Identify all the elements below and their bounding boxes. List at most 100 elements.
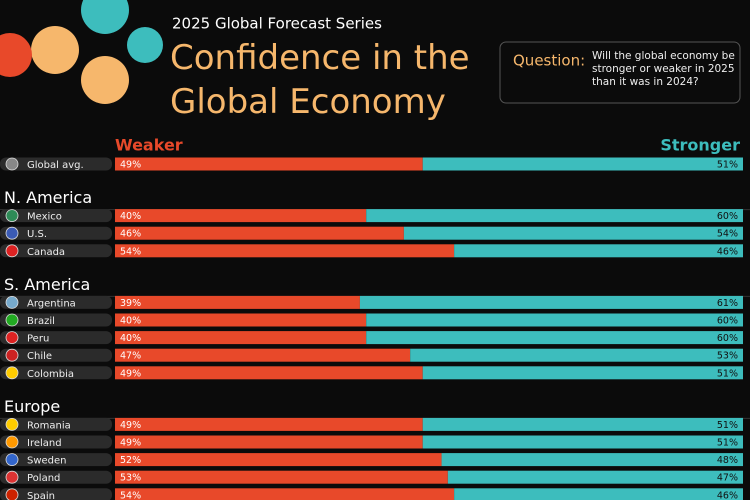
row-label-bg (0, 209, 112, 223)
bar-segment (454, 244, 743, 258)
bar-segment (115, 157, 423, 171)
bar-segment (366, 209, 743, 223)
value-label: 40% (120, 211, 141, 222)
value-label: 61% (717, 298, 738, 309)
value-label: 49% (120, 438, 141, 449)
row-label: Mexico (27, 212, 62, 223)
value-label: 51% (717, 160, 738, 171)
flag (5, 295, 19, 309)
value-label: 46% (717, 490, 738, 500)
bar-segment (454, 488, 743, 500)
value-label: 54% (120, 246, 141, 257)
row-label: Colombia (27, 369, 74, 380)
row-label: Sweden (27, 456, 67, 467)
bar-segment (115, 348, 411, 362)
group-header: Europe (4, 397, 60, 416)
row-label-bg (0, 295, 112, 309)
flag (5, 435, 19, 449)
value-label: 40% (120, 333, 141, 344)
flag (5, 313, 19, 327)
flag (5, 348, 19, 362)
value-label: 48% (717, 455, 738, 466)
bar-segment (422, 366, 743, 380)
value-label: 49% (120, 420, 141, 431)
bar-segment (359, 295, 743, 309)
value-label: 40% (120, 316, 141, 327)
row-label: Global avg. (27, 160, 84, 171)
row-label-bg (0, 366, 112, 380)
row-label: Romania (27, 420, 71, 431)
row-label: Peru (27, 334, 49, 345)
row-label-bg (0, 488, 112, 500)
flag (5, 470, 19, 484)
row-label: Ireland (27, 438, 62, 449)
row-label-bg (0, 226, 112, 240)
value-label: 46% (120, 229, 141, 240)
question-box (499, 41, 741, 104)
decoration (0, 0, 163, 104)
bar-segment (115, 209, 367, 223)
bar-segment (115, 313, 367, 327)
question-text-box: Will the global economy be stronger or w… (592, 50, 735, 88)
value-label: 60% (717, 316, 738, 327)
chart-title: Confidence in the Global Economy (170, 38, 470, 122)
row-label: Canada (27, 247, 65, 258)
bar-segment (410, 348, 743, 362)
subtitle: 2025 Global Forecast Series (172, 15, 382, 33)
row-label-bg (0, 470, 112, 484)
bar-segment (366, 313, 743, 327)
question-text: Will the global economy be stronger or w… (592, 50, 735, 88)
value-label: 51% (717, 420, 738, 431)
row-label: Spain (27, 491, 55, 500)
value-label: 47% (120, 351, 141, 362)
flag (5, 488, 19, 500)
legend-weaker: Weaker (115, 136, 183, 155)
flag (5, 244, 19, 258)
row-label-bg (0, 417, 112, 431)
flag (5, 157, 19, 171)
bar-segment (115, 488, 455, 500)
bar-segment (422, 157, 743, 171)
title-box: Confidence in the Global Economy (170, 38, 470, 122)
legend-stronger: Stronger (660, 136, 740, 155)
bar-segment (115, 295, 360, 309)
value-label: 49% (120, 368, 141, 379)
value-label: 39% (120, 298, 141, 309)
row-label-bg (0, 157, 112, 171)
question-label: Question: (513, 52, 585, 70)
group-header: S. America (4, 275, 90, 294)
bar-segment (366, 331, 743, 345)
flag (5, 417, 19, 431)
flag (5, 226, 19, 240)
row-label-bg (0, 244, 112, 258)
value-label: 60% (717, 333, 738, 344)
bar-segment (403, 226, 743, 240)
row-label-bg (0, 348, 112, 362)
value-label: 54% (120, 490, 141, 500)
value-label: 51% (717, 438, 738, 449)
value-label: 49% (120, 160, 141, 171)
row-label: Chile (27, 351, 52, 362)
bar-segment (422, 417, 743, 431)
flag (5, 331, 19, 345)
row-label-bg (0, 453, 112, 467)
bar-segment (115, 331, 367, 345)
value-label: 60% (717, 211, 738, 222)
value-label: 53% (120, 473, 141, 484)
value-label: 53% (717, 351, 738, 362)
row-label-bg (0, 331, 112, 345)
value-label: 52% (120, 455, 141, 466)
value-label: 47% (717, 473, 738, 484)
value-label: 46% (717, 246, 738, 257)
row-label: Poland (27, 473, 60, 484)
row-label: Brazil (27, 316, 55, 327)
bar-segment (115, 226, 404, 240)
flag (5, 209, 19, 223)
group-header: N. America (4, 188, 92, 207)
bar-segment (115, 366, 423, 380)
bar-segment (115, 453, 442, 467)
bar-segment (422, 435, 743, 449)
bar-segment (115, 470, 448, 484)
bar-segment (447, 470, 743, 484)
